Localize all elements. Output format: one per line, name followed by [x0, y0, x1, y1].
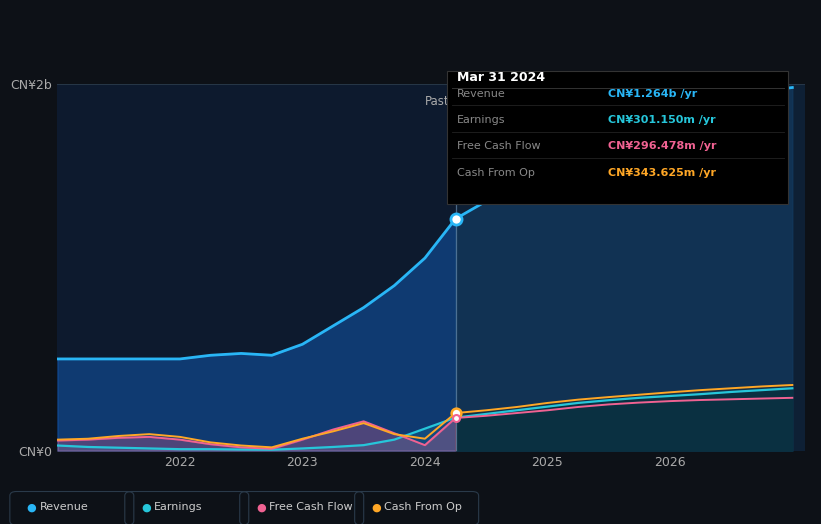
Text: Revenue: Revenue [39, 502, 88, 512]
Text: Cash From Op: Cash From Op [384, 502, 462, 512]
Text: CN¥343.625m /yr: CN¥343.625m /yr [608, 168, 716, 178]
Text: Mar 31 2024: Mar 31 2024 [457, 71, 545, 84]
Text: ●: ● [141, 502, 151, 512]
Text: Past: Past [424, 95, 449, 108]
Bar [456, 84, 805, 451]
Text: Revenue: Revenue [457, 89, 506, 99]
Text: Earnings: Earnings [457, 115, 506, 125]
Text: ●: ● [256, 502, 266, 512]
Text: Free Cash Flow: Free Cash Flow [269, 502, 353, 512]
Text: Earnings: Earnings [154, 502, 203, 512]
Text: Cash From Op: Cash From Op [457, 168, 535, 178]
Text: CN¥301.150m /yr: CN¥301.150m /yr [608, 115, 715, 125]
Text: CN¥1.264b /yr: CN¥1.264b /yr [608, 89, 697, 99]
Text: ●: ● [371, 502, 381, 512]
Text: CN¥296.478m /yr: CN¥296.478m /yr [608, 141, 716, 151]
Text: Analysts Forecasts: Analysts Forecasts [461, 95, 571, 108]
Text: Free Cash Flow: Free Cash Flow [457, 141, 541, 151]
Text: ●: ● [26, 502, 36, 512]
